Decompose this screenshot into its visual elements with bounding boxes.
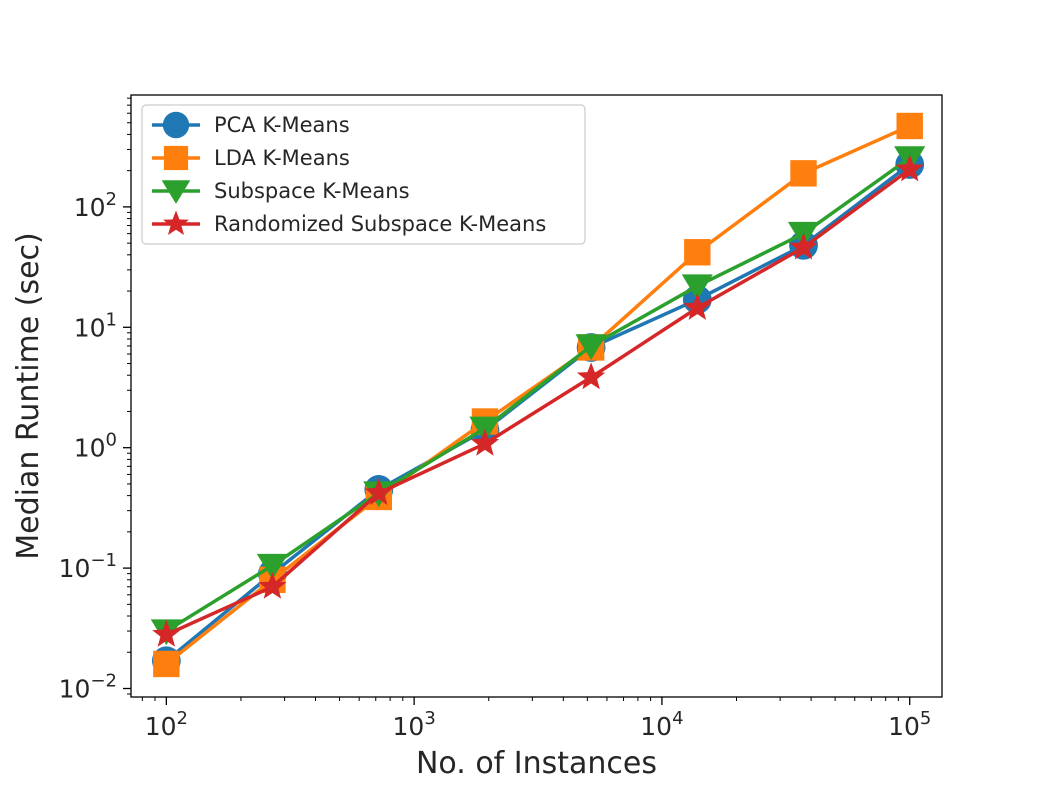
data-point	[258, 571, 287, 599]
x-tick-label: 105	[888, 708, 931, 741]
x-tick-label: 102	[145, 708, 188, 741]
data-point	[364, 478, 393, 506]
legend-entry: PCA K-Means	[152, 111, 350, 139]
y-tick-label: 10−1	[59, 550, 117, 583]
x-axis-label: No. of Instances	[416, 746, 657, 781]
legend-entry: Subspace K-Means	[152, 179, 410, 204]
data-point	[790, 160, 817, 187]
x-tick-label: 104	[640, 708, 683, 741]
data-point	[789, 232, 818, 260]
data-point	[152, 619, 181, 647]
series-line	[165, 167, 911, 637]
y-tick-label: 10−2	[59, 671, 117, 704]
data-point	[470, 428, 500, 456]
x-tick-label: 103	[393, 708, 436, 741]
data-point	[575, 334, 607, 360]
legend-marker	[161, 180, 191, 204]
legend-marker	[162, 111, 190, 139]
series-3	[152, 154, 924, 647]
series-line	[165, 124, 911, 666]
data-point	[256, 553, 289, 580]
data-point	[681, 274, 713, 301]
legend-box	[141, 104, 586, 245]
y-tick-label: 101	[74, 309, 117, 342]
data-point	[153, 650, 180, 678]
series-line	[165, 156, 911, 633]
y-axis-label: Median Runtime (sec)	[11, 232, 46, 559]
data-point	[896, 112, 923, 140]
y-tick-label: 100	[74, 430, 117, 463]
data-point	[895, 154, 924, 182]
data-point	[683, 292, 712, 320]
legend-label: Subspace K-Means	[214, 179, 410, 203]
plot-frame	[130, 94, 943, 698]
data-point	[576, 362, 606, 390]
series-layer	[150, 112, 926, 678]
legend-entry: Randomized Subspace K-Means	[152, 210, 546, 236]
legend-entry: LDA K-Means	[152, 145, 350, 171]
legend-label: LDA K-Means	[214, 146, 350, 170]
y-tick-label: 102	[74, 189, 117, 222]
data-point	[684, 239, 711, 266]
ticks-layer: 102 103 104 105 10−2 10−1 100 101 102	[59, 97, 931, 741]
legend-marker	[163, 210, 189, 236]
legend-label: Randomized Subspace K-Means	[214, 212, 546, 236]
legend-label: PCA K-Means	[214, 113, 350, 137]
legend: PCA K-Means LDA K-Means Subspace K-Means Ra…	[141, 104, 586, 245]
legend-marker	[163, 145, 189, 171]
